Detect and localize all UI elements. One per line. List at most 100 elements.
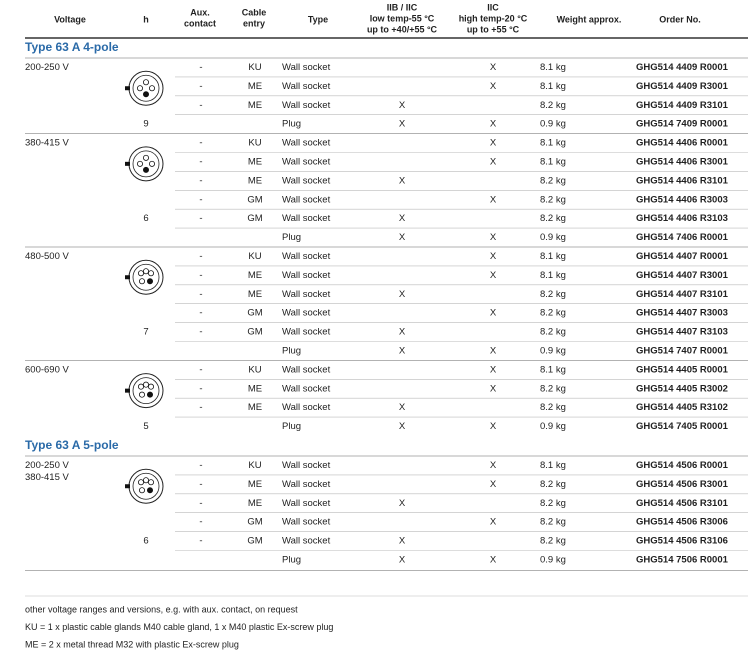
cell-type: Wall socket [282,536,331,547]
cell-low: X [399,289,406,300]
cell-aux: - [199,536,202,547]
cell-entry: ME [248,81,262,92]
cell-type: Plug [282,119,301,130]
connector-pin [142,381,149,388]
cell-weight: 8.2 kg [540,402,566,413]
cell-type: Wall socket [282,270,331,281]
cell-order: GHG514 7407 R0001 [636,345,729,356]
cell-weight: 0.9 kg [540,421,566,432]
cell-weight: 8.2 kg [540,498,566,509]
cell-type: Wall socket [282,194,331,205]
column-header: h [143,14,149,24]
cell-low: X [399,402,406,413]
footnote: KU = 1 x plastic cable glands M40 cable … [25,622,333,632]
cell-entry: ME [248,289,262,300]
cell-order: GHG514 4406 R0001 [636,138,729,149]
connector-icon [132,377,160,405]
voltage: 600-690 V [25,364,70,375]
cell-type: Wall socket [282,364,331,375]
connector-pin [146,278,153,285]
cell-aux: - [199,138,202,149]
cell-aux: - [199,100,202,111]
connector-pin [136,160,143,167]
cell-aux: - [199,175,202,186]
cell-weight: 8.1 kg [540,62,566,73]
connector-pin [147,479,154,486]
column-header: entry [243,18,265,28]
connector-pin [147,270,154,277]
cell-order: GHG514 4405 R3102 [636,402,728,413]
cell-entry: ME [248,402,262,413]
cell-type: Wall socket [282,517,331,528]
cell-aux: - [199,81,202,92]
column-header: Voltage [54,14,86,24]
cell-aux: - [199,402,202,413]
cell-entry: GM [247,308,262,319]
cell-high: X [490,517,497,528]
column-header: up to +55 °C [467,24,520,34]
cell-entry: ME [248,100,262,111]
connector-pin [148,160,155,167]
connector-icon [128,70,164,106]
connector-pin [138,391,145,398]
footnote: other voltage ranges and versions, e.g. … [25,604,298,614]
cell-high: X [490,364,497,375]
cell-low: X [399,345,406,356]
cell-order: GHG514 4409 R3001 [636,81,729,92]
connector-pin [137,383,144,390]
cell-low: X [399,213,406,224]
cell-high: X [490,308,497,319]
connector-pin [137,270,144,277]
cell-order: GHG514 4506 R3006 [636,517,728,528]
cell-type: Plug [282,421,301,432]
cell-type: Plug [282,345,301,356]
voltage: 200-250 V [25,62,70,73]
column-header: Order No. [659,14,701,24]
cell-type: Wall socket [282,383,331,394]
cell-order: GHG514 4406 R3003 [636,194,728,205]
cell-entry: KU [248,62,261,73]
cell-high: X [490,460,497,471]
section-title: Type 63 A 5-pole [25,438,119,452]
cell-entry: GM [247,517,262,528]
cell-entry: KU [248,138,261,149]
column-header: low temp-55 °C [370,13,435,23]
cell-high: X [490,232,497,243]
cell-weight: 8.1 kg [540,460,566,471]
cell-entry: KU [248,460,261,471]
cell-high: X [490,156,497,167]
cell-high: X [490,554,497,565]
connector-icon [128,259,164,295]
connector-pin [142,166,149,173]
section-title: Type 63 A 4-pole [25,40,119,54]
connector-key [125,275,130,280]
connector-icon [128,146,164,182]
cell-entry: ME [248,498,262,509]
connector-key [125,484,130,489]
cell-entry: KU [248,251,261,262]
cell-type: Wall socket [282,308,331,319]
connector-key [125,86,130,91]
cell-order: GHG514 4409 R3101 [636,100,729,111]
cell-entry: ME [248,479,262,490]
cell-aux: - [199,517,202,528]
cell-weight: 0.9 kg [540,119,566,130]
column-header: up to +40/+55 °C [367,24,438,34]
cell-aux: - [199,327,202,338]
cell-order: GHG514 4406 R3103 [636,213,728,224]
cell-high: X [490,421,497,432]
column-header: Cable [242,7,267,17]
cell-aux: - [199,460,202,471]
cell-high: X [490,251,497,262]
cell-high: X [490,62,497,73]
cell-order: GHG514 4407 R3103 [636,327,728,338]
cell-weight: 0.9 kg [540,345,566,356]
cell-low: X [399,554,406,565]
cell-low: X [399,536,406,547]
cell-weight: 8.2 kg [540,194,566,205]
cell-low: X [399,498,406,509]
connector-pin [142,477,149,484]
cell-aux: - [199,364,202,375]
column-header: contact [184,18,216,28]
cell-low: X [399,119,406,130]
